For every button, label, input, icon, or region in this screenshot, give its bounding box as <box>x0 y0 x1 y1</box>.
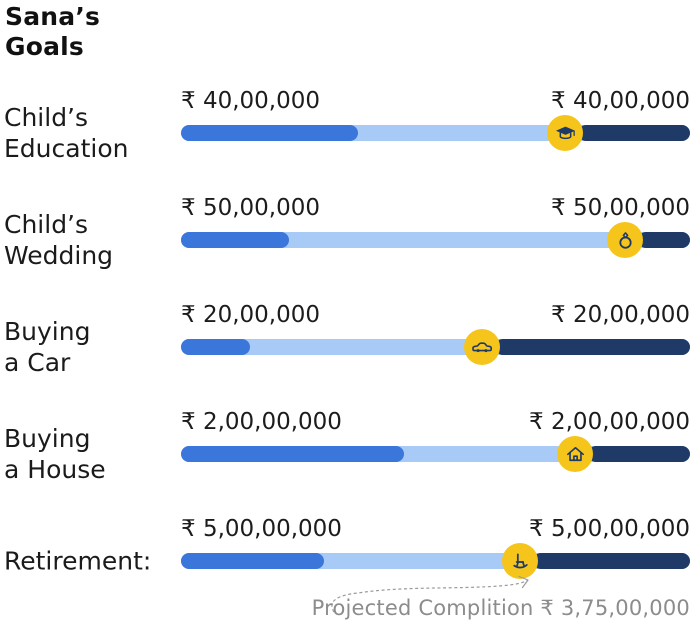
goal-target-amount-right: ₹ 2,00,00,000 <box>529 409 690 435</box>
goal-progress-bar <box>181 222 690 258</box>
goal-target-amount-left: ₹ 40,00,000 <box>181 88 320 114</box>
goal-target-amount-right: ₹ 5,00,00,000 <box>529 516 690 542</box>
projected-completion-annotation: Projected Complition ₹ 3,75,00,000 <box>311 596 690 620</box>
bar-remaining-segment <box>578 125 690 141</box>
goal-target-amount-left: ₹ 2,00,00,000 <box>181 409 342 435</box>
goal-progress-bar <box>181 329 690 365</box>
goal-row: Buying a House ₹ 2,00,00,000 ₹ 2,00,00,000 <box>0 407 700 513</box>
goal-target-amount-right: ₹ 40,00,000 <box>551 88 690 114</box>
bar-remaining-segment <box>495 339 690 355</box>
goal-marker <box>607 222 643 258</box>
bar-remaining-segment <box>638 232 690 248</box>
goal-progress-bar <box>181 543 690 579</box>
bar-track <box>181 232 690 248</box>
graduation-cap-icon <box>554 122 577 145</box>
goal-target-amount-right: ₹ 20,00,000 <box>551 302 690 328</box>
bar-progress-segment <box>181 339 250 355</box>
bar-progress-segment <box>181 125 358 141</box>
bar-remaining-segment <box>533 553 690 569</box>
goal-progress-bar <box>181 115 690 151</box>
goal-label: Buying a Car <box>4 317 91 377</box>
house-icon <box>564 443 587 466</box>
goal-marker <box>464 329 500 365</box>
rocking-chair-icon <box>509 550 532 573</box>
goal-target-amount-left: ₹ 50,00,000 <box>181 195 320 221</box>
bar-progress-segment <box>181 446 404 462</box>
goal-row: Buying a Car ₹ 20,00,000 ₹ 20,00,000 <box>0 300 700 406</box>
bar-remaining-segment <box>588 446 690 462</box>
ring-icon <box>614 229 637 252</box>
goal-row: Child’s Wedding ₹ 50,00,000 ₹ 50,00,000 <box>0 193 700 299</box>
goal-target-amount-left: ₹ 5,00,00,000 <box>181 516 342 542</box>
chart-title: Sana’s Goals <box>5 2 101 61</box>
goal-label: Child’s Wedding <box>4 210 114 270</box>
goal-row: Child’s Education ₹ 40,00,000 ₹ 40,00,000 <box>0 86 700 192</box>
goal-label: Retirement: <box>4 546 152 576</box>
bar-progress-segment <box>181 553 324 569</box>
goal-marker <box>547 115 583 151</box>
annotation-arrow-icon <box>331 575 529 613</box>
goal-progress-bar <box>181 436 690 472</box>
goal-label: Buying a House <box>4 424 106 484</box>
bar-progress-segment <box>181 232 289 248</box>
goal-marker <box>557 436 593 472</box>
goal-target-amount-right: ₹ 50,00,000 <box>551 195 690 221</box>
goal-row: Retirement: ₹ 5,00,00,000 ₹ 5,00,00,000 <box>0 514 700 620</box>
goal-target-amount-left: ₹ 20,00,000 <box>181 302 320 328</box>
goal-label: Child’s Education <box>4 103 129 163</box>
goal-marker <box>502 543 538 579</box>
car-icon <box>470 335 494 359</box>
